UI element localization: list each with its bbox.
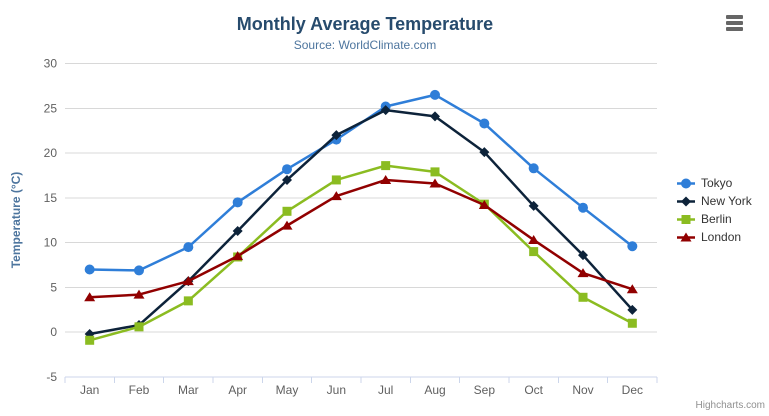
hamburger-icon — [726, 27, 743, 31]
x-axis-label: Apr — [228, 383, 247, 397]
x-axis-label: Oct — [524, 383, 543, 397]
data-point[interactable] — [282, 206, 292, 216]
legend-item-berlin[interactable]: Berlin — [676, 210, 752, 228]
data-point[interactable] — [134, 265, 144, 276]
diamond-marker-icon — [677, 196, 695, 206]
legend-item-new-york[interactable]: New York — [676, 192, 752, 210]
series-tokyo — [84, 89, 638, 276]
y-axis-label: 20 — [44, 146, 58, 160]
y-axis-label: 30 — [44, 57, 58, 71]
data-point[interactable] — [85, 335, 95, 345]
x-axis-label: Jun — [327, 383, 346, 397]
data-point[interactable] — [577, 268, 589, 278]
data-point[interactable] — [627, 318, 637, 328]
data-point[interactable] — [84, 292, 96, 302]
data-point[interactable] — [331, 175, 341, 185]
legend-item-tokyo[interactable]: Tokyo — [676, 174, 752, 192]
x-axis-label: Dec — [622, 383, 643, 397]
series-london — [84, 174, 638, 302]
series-line — [88, 108, 634, 336]
data-point[interactable] — [183, 242, 194, 253]
x-axis-label: Jul — [378, 383, 393, 397]
data-point[interactable] — [134, 322, 144, 332]
data-point[interactable] — [430, 111, 440, 122]
series-line — [88, 178, 634, 299]
y-axis-label: 0 — [50, 325, 57, 339]
data-point[interactable] — [478, 200, 490, 210]
chart-subtitle: Source: WorldClimate.com — [293, 38, 437, 52]
y-axis-label: 25 — [44, 101, 58, 115]
data-point[interactable] — [380, 105, 391, 116]
data-point[interactable] — [479, 147, 490, 158]
data-point[interactable] — [282, 164, 292, 175]
circle-marker-icon — [677, 178, 695, 188]
data-point[interactable] — [578, 292, 588, 302]
data-point[interactable] — [578, 202, 588, 213]
data-point[interactable] — [528, 234, 540, 244]
data-point[interactable] — [380, 174, 392, 184]
y-axis-label: 15 — [44, 191, 58, 205]
legend-label: London — [701, 230, 742, 244]
data-point[interactable] — [479, 118, 490, 129]
y-axis-title: Temperature (°C) — [9, 171, 23, 269]
data-point[interactable] — [430, 89, 440, 100]
data-point[interactable] — [528, 163, 539, 174]
data-point[interactable] — [133, 289, 145, 299]
data-point[interactable] — [529, 247, 539, 257]
hamburger-icon — [726, 21, 743, 25]
data-point[interactable] — [232, 251, 244, 261]
data-point[interactable] — [627, 304, 638, 315]
series-line — [88, 164, 634, 342]
data-point[interactable] — [330, 191, 342, 201]
data-point[interactable] — [429, 178, 441, 188]
y-axis-label: -5 — [46, 370, 57, 384]
credits-link[interactable]: Highcharts.com — [695, 400, 765, 411]
y-axis-label: 5 — [50, 280, 57, 294]
data-point[interactable] — [331, 130, 342, 141]
data-point[interactable] — [84, 264, 95, 275]
data-point[interactable] — [183, 296, 193, 306]
x-axis-label: Mar — [178, 383, 199, 397]
data-point[interactable] — [626, 284, 638, 294]
data-point[interactable] — [627, 241, 638, 252]
x-axis-label: Nov — [572, 383, 593, 397]
data-point[interactable] — [381, 161, 391, 171]
context-menu-button[interactable] — [726, 13, 750, 35]
legend-label: Berlin — [701, 212, 732, 226]
hamburger-icon — [726, 15, 743, 19]
legend-label: New York — [701, 194, 752, 208]
y-axis-label: 10 — [44, 236, 58, 250]
data-point[interactable] — [182, 276, 194, 286]
data-point[interactable] — [578, 250, 588, 261]
x-axis-label: Aug — [424, 383, 445, 397]
data-point[interactable] — [281, 220, 293, 230]
square-marker-icon — [677, 214, 695, 224]
x-axis-label: Feb — [129, 383, 150, 397]
data-point[interactable] — [232, 197, 243, 208]
x-axis-label: Sep — [474, 383, 496, 397]
series-line — [88, 93, 634, 272]
data-point[interactable] — [282, 174, 292, 185]
x-axis-label: Jan — [80, 383, 99, 397]
triangle-marker-icon — [677, 232, 695, 241]
data-point[interactable] — [232, 225, 243, 236]
legend-label: Tokyo — [701, 176, 733, 190]
legend-item-london[interactable]: London — [676, 228, 752, 246]
legend: Tokyo New York Berlin London — [676, 174, 752, 246]
data-point[interactable] — [528, 200, 539, 211]
chart-title: Monthly Average Temperature — [236, 14, 494, 34]
x-axis-label: May — [276, 383, 299, 397]
data-point[interactable] — [430, 167, 440, 177]
series-new-york — [84, 105, 638, 340]
